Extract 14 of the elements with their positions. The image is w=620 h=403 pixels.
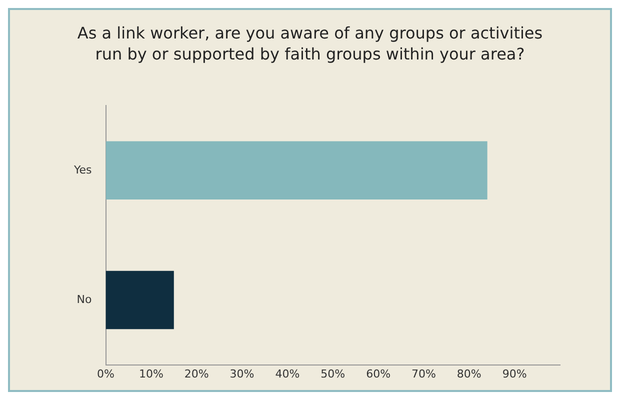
- text: As a link worker, are you aware of any groups or activities: [77, 24, 543, 43]
- x-tick-label: 80%: [456, 367, 482, 380]
- y-tick-label: No: [76, 292, 92, 306]
- text: run by or supported by faith groups within your area?: [95, 44, 525, 64]
- x-tick-label: 70%: [412, 367, 436, 380]
- y-tick-label: Yes: [72, 163, 92, 176]
- x-tick-label: 40%: [275, 367, 300, 380]
- x-tick-label: 20%: [184, 367, 209, 380]
- x-tick-label: 60%: [366, 367, 391, 380]
- x-tick-label: 50%: [320, 367, 346, 380]
- x-tick-label: 30%: [230, 367, 254, 380]
- x-tick-label: 90%: [502, 367, 527, 380]
- x-tick-label: 0%: [97, 367, 114, 380]
- x-tick-label: 10%: [138, 367, 164, 380]
